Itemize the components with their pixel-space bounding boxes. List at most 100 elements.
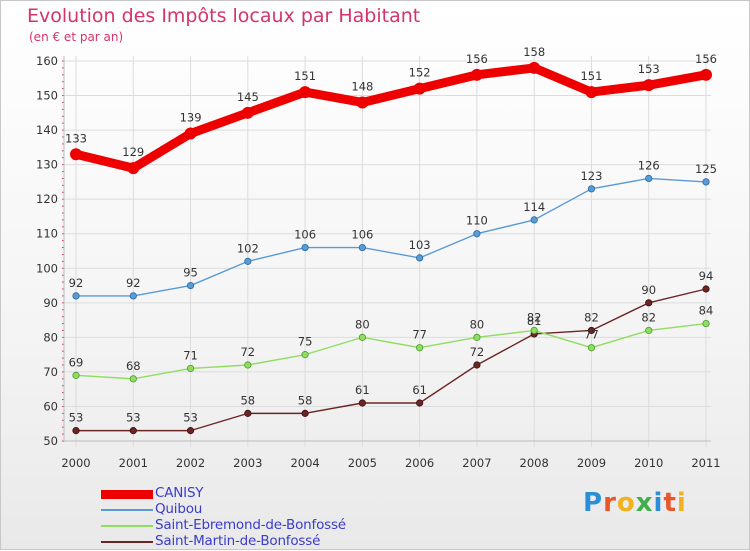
y-tick-label: 50: [43, 434, 58, 448]
data-point: [473, 230, 481, 238]
legend-label: Saint-Martin-de-Bonfossé: [155, 533, 321, 549]
data-point: [530, 326, 538, 335]
data-point: [530, 216, 538, 224]
x-tick-label: 2004: [290, 456, 319, 470]
data-point: [702, 319, 710, 328]
x-tick-label: 2007: [462, 456, 491, 470]
legend-label: CANISY: [155, 485, 204, 501]
data-label: 72: [240, 345, 255, 359]
data-label: 153: [638, 62, 660, 76]
y-tick-label: 110: [36, 227, 58, 241]
data-point: [587, 344, 596, 352]
data-point: [473, 361, 481, 369]
data-point: [72, 292, 80, 300]
data-label: 156: [695, 52, 717, 66]
data-label: 68: [126, 359, 141, 373]
y-tick-label: 160: [36, 54, 58, 68]
series-line-1: [75, 177, 707, 297]
legend-swatch: [101, 509, 153, 511]
data-label: 75: [298, 335, 313, 349]
legend-item: Saint-Ebremond-de-Bonfossé: [101, 517, 431, 534]
data-label: 110: [466, 214, 488, 228]
data-label: 72: [470, 345, 485, 359]
data-label: 133: [65, 131, 87, 145]
x-tick-label: 2011: [691, 456, 720, 470]
x-tick-label: 2010: [634, 456, 663, 470]
data-point: [244, 361, 252, 369]
data-point: [413, 82, 426, 95]
data-point: [186, 364, 195, 373]
data-label: 139: [180, 111, 202, 125]
data-label: 61: [412, 383, 427, 397]
data-label: 81: [527, 314, 542, 328]
data-label: 94: [699, 269, 714, 283]
data-label: 80: [470, 317, 485, 331]
data-point: [416, 254, 424, 262]
data-label: 53: [69, 411, 84, 425]
data-label: 125: [695, 162, 717, 176]
data-point: [186, 281, 195, 290]
data-label: 95: [183, 266, 198, 280]
data-label: 77: [412, 328, 427, 342]
data-point: [416, 344, 424, 352]
data-label: 82: [584, 310, 599, 324]
x-tick-label: 2006: [405, 456, 434, 470]
data-point: [645, 326, 653, 335]
data-point: [127, 162, 140, 175]
data-label: 92: [69, 276, 84, 290]
data-label: 151: [580, 69, 602, 83]
y-tick-label: 120: [36, 192, 58, 206]
series-line-3: [75, 288, 707, 432]
series-line-0: [71, 63, 711, 173]
x-tick-label: 2002: [176, 456, 205, 470]
data-point: [129, 292, 137, 300]
data-point: [301, 243, 309, 252]
y-tick-label: 70: [43, 365, 58, 379]
x-tick-label: 2009: [577, 456, 606, 470]
x-tick-label: 2001: [119, 456, 148, 470]
data-label: 82: [641, 310, 656, 324]
data-point: [129, 427, 137, 435]
data-point: [416, 399, 424, 407]
x-tick-label: 2008: [520, 456, 549, 470]
data-label: 148: [351, 79, 373, 93]
data-label: 58: [298, 393, 313, 407]
data-point: [301, 351, 309, 359]
proxiti-logo: Proxiti: [583, 488, 687, 518]
data-label: 71: [183, 348, 198, 362]
data-point: [241, 106, 254, 119]
legend-swatch: [101, 525, 153, 527]
y-tick-label: 60: [43, 399, 58, 413]
data-label: 102: [237, 241, 259, 255]
legend-item: Quibou: [101, 501, 431, 518]
data-label: 61: [355, 383, 370, 397]
data-point: [72, 427, 80, 435]
data-label: 90: [641, 283, 656, 297]
data-label: 82: [527, 310, 542, 324]
data-point: [358, 333, 366, 341]
data-label: 123: [580, 169, 602, 183]
data-point: [358, 243, 366, 252]
data-label: 80: [355, 317, 370, 331]
data-label: 53: [126, 411, 141, 425]
data-label: 156: [466, 52, 488, 66]
data-point: [528, 61, 541, 74]
data-point: [470, 68, 483, 81]
data-point: [702, 285, 710, 293]
data-label: 152: [409, 66, 431, 80]
data-label: 158: [523, 45, 545, 59]
data-point: [301, 409, 309, 417]
data-point: [473, 333, 481, 341]
data-point: [700, 68, 712, 81]
data-label: 106: [294, 228, 316, 242]
x-tick-label: 2003: [233, 456, 262, 470]
data-point: [358, 399, 366, 407]
y-tick-label: 80: [43, 330, 58, 344]
data-point: [356, 96, 369, 109]
data-label: 58: [240, 393, 255, 407]
x-tick-label: 2005: [348, 456, 377, 470]
data-point: [642, 79, 655, 92]
data-point: [587, 326, 596, 335]
data-label: 69: [69, 355, 84, 369]
y-tick-label: 130: [36, 158, 58, 172]
